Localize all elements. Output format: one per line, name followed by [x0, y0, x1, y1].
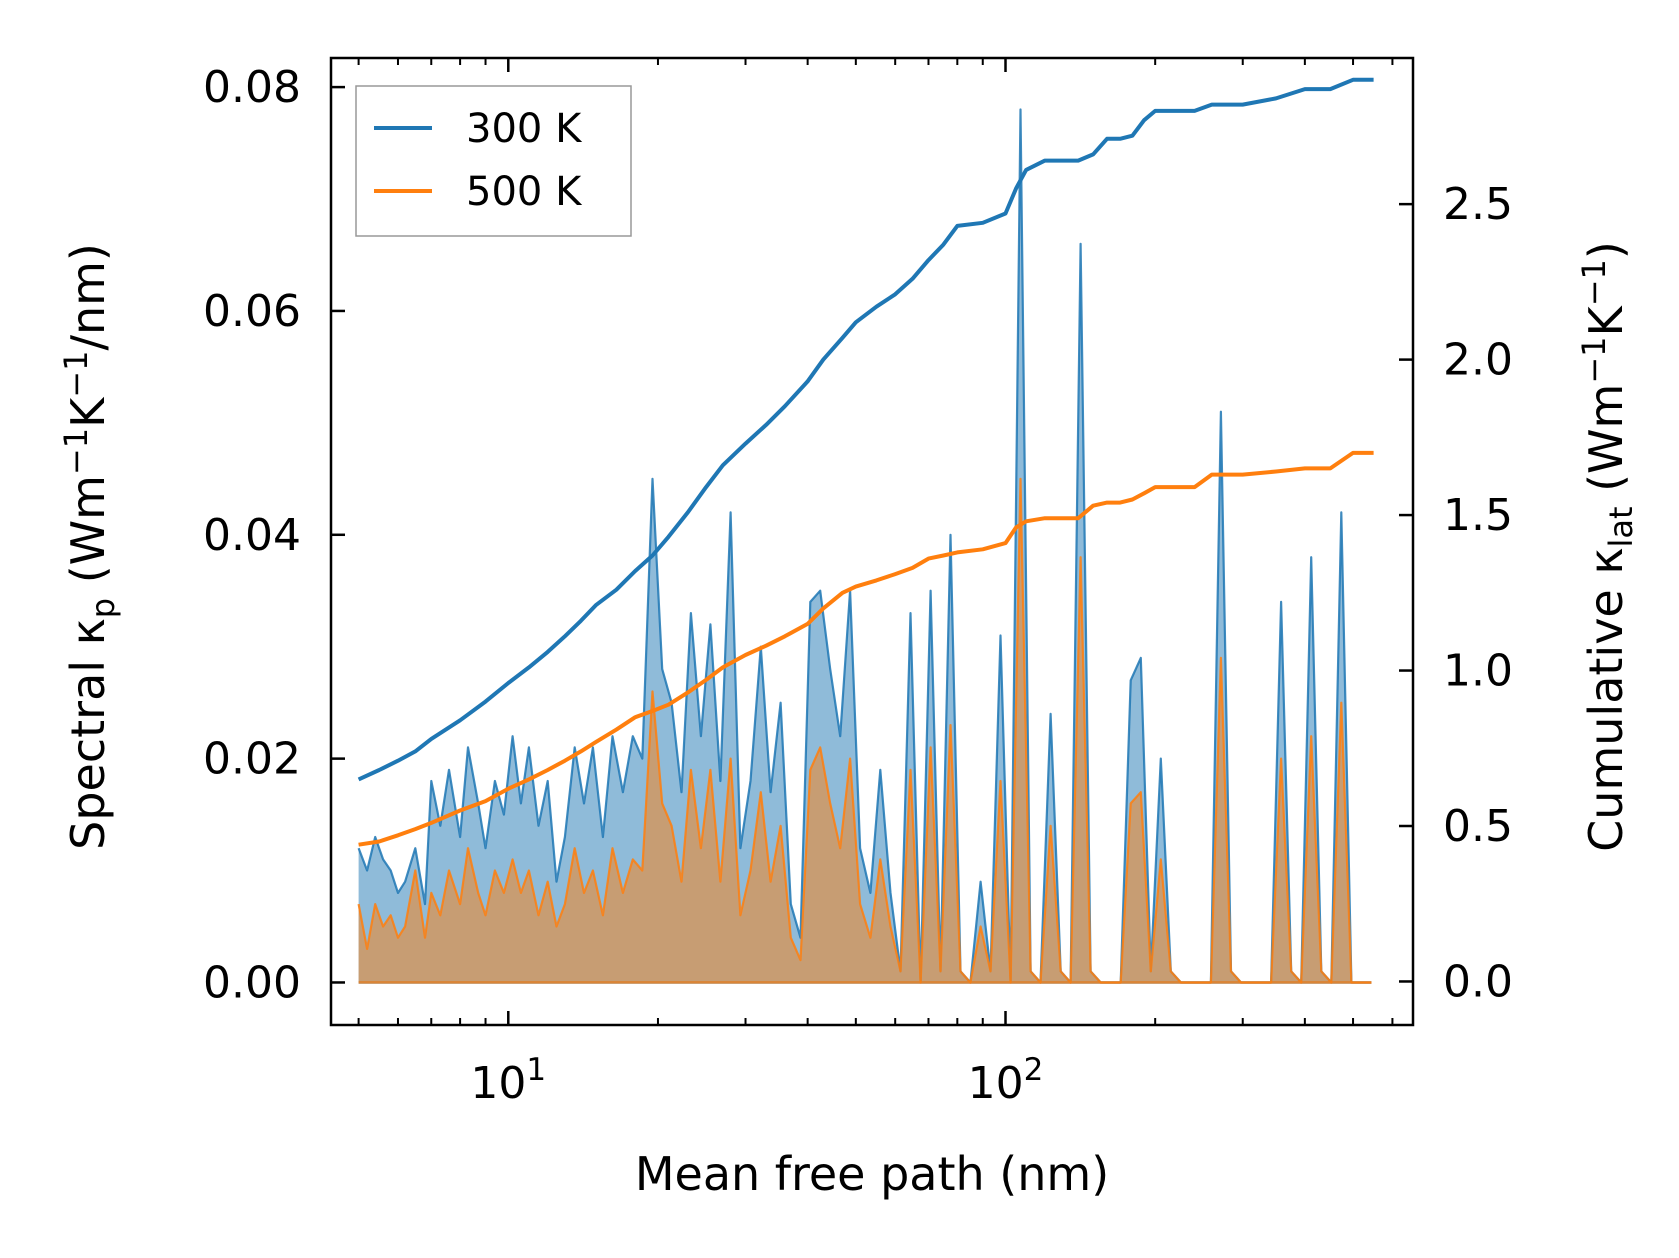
y-left-tick-label: 0.04 [203, 510, 301, 561]
spectral-fills [357, 108, 1372, 984]
x-tick-label: 102 [968, 1052, 1044, 1109]
plot-frame [329, 56, 1415, 1027]
axes [329, 56, 1415, 1027]
x-tick-label: 101 [470, 1052, 546, 1109]
cumulative-lines [357, 77, 1374, 847]
cumulative-line-500k [358, 450, 1374, 847]
y-left-tick-label: 0.06 [203, 286, 301, 337]
axis-text: 101 102 0.00 0.02 0.04 0.06 0.08 0.0 0.5 1.0 1.5 2.… [57, 62, 1640, 1201]
y-right-tick-label: 0.0 [1443, 956, 1513, 1007]
y-left-axis-label: Spectral κp (Wm−1K−1/nm) [57, 243, 122, 850]
legend-label: 500 K [466, 169, 583, 215]
y-left-tick-label: 0.00 [203, 957, 301, 1008]
legend-label: 300 K [466, 106, 583, 152]
legend-box [355, 85, 632, 237]
y-right-tick-label: 2.5 [1443, 179, 1513, 230]
y-right-tick-label: 1.0 [1443, 646, 1513, 697]
legend: 300 K 500 K [355, 85, 632, 237]
x-axis-label: Mean free path (nm) [635, 1147, 1109, 1201]
y-left-tick-label: 0.02 [203, 734, 301, 785]
cumulative-line-300k [357, 77, 1374, 782]
spectral-area-300k [358, 109, 1372, 983]
y-left-tick-label: 0.08 [203, 62, 301, 113]
y-right-tick-label: 0.5 [1443, 801, 1513, 852]
y-right-tick-label: 1.5 [1443, 490, 1513, 541]
y-right-tick-label: 2.0 [1443, 335, 1513, 386]
y-right-axis-label: Cumulative κlat (Wm−1K−1) [1575, 241, 1640, 852]
